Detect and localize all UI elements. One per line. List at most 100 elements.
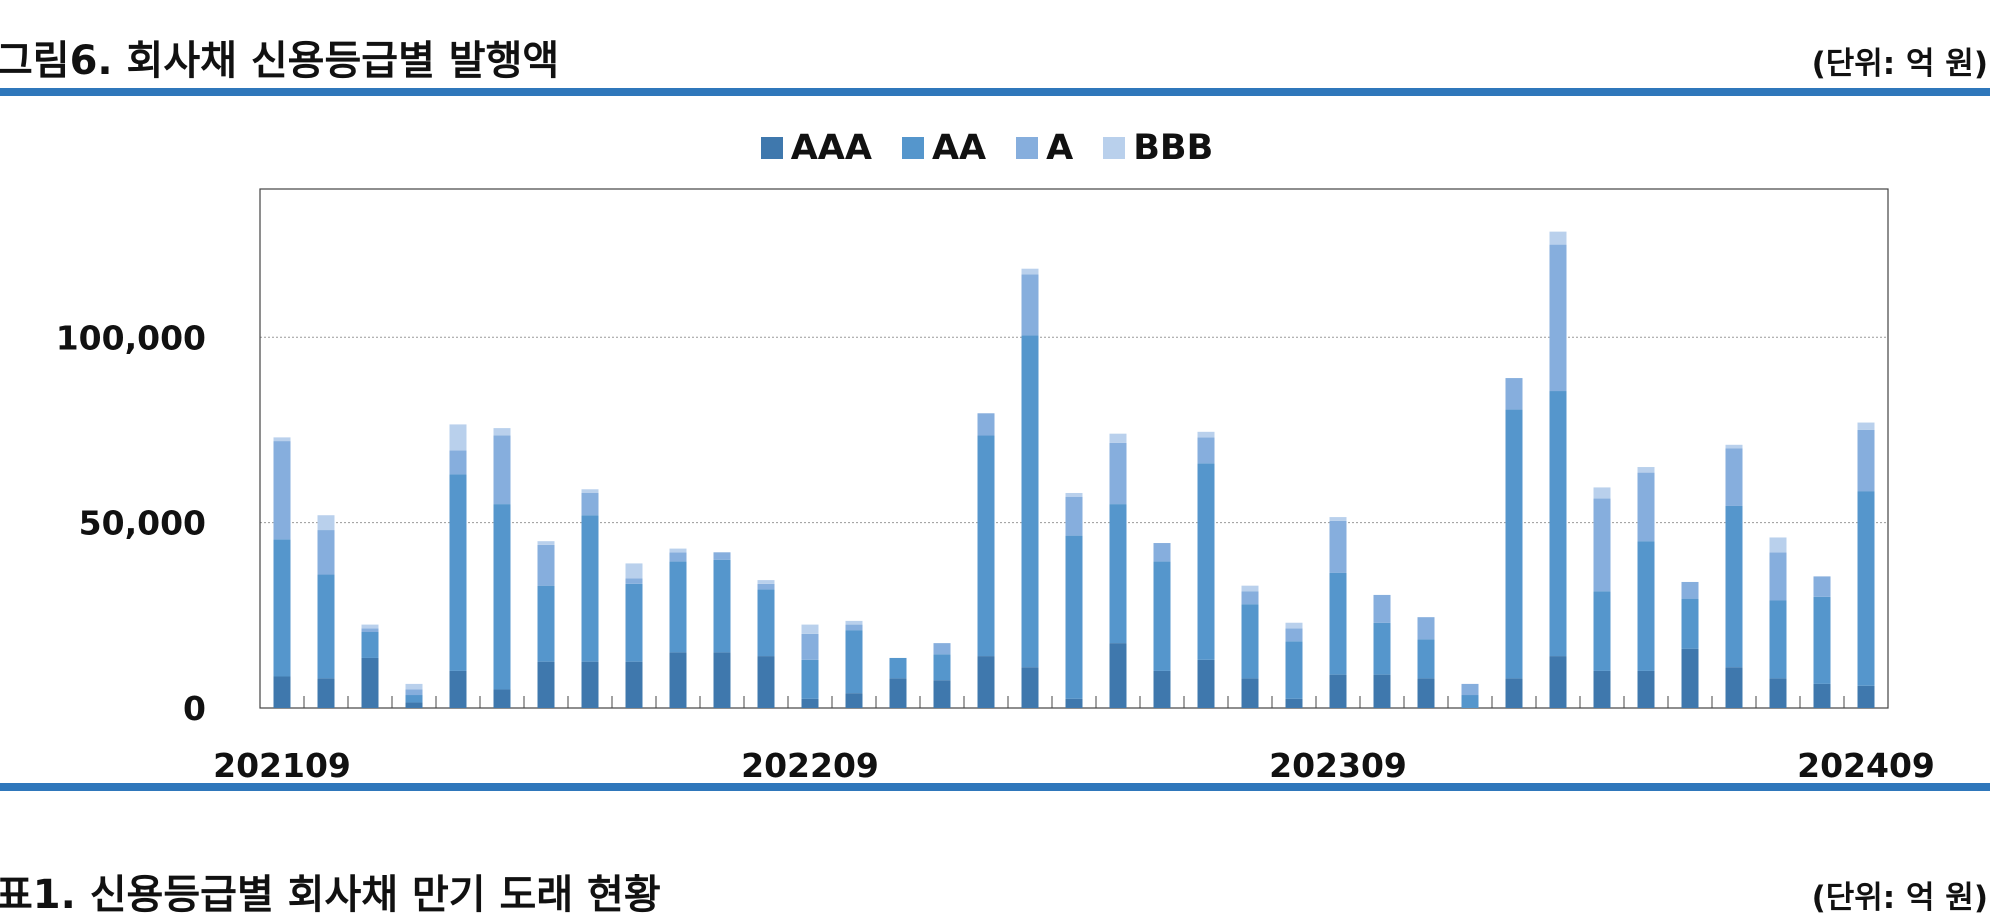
bar-bbb (1285, 622, 1303, 629)
bar-bbb (1021, 268, 1039, 275)
bar-aa (1549, 391, 1567, 657)
legend-label: AA (931, 128, 987, 168)
bar-aaa (1417, 678, 1435, 708)
bar-a (1285, 628, 1303, 642)
legend-swatch (901, 137, 924, 159)
bar-aaa (1373, 674, 1391, 708)
bar-a (1857, 429, 1875, 492)
bar-aaa (1857, 685, 1875, 708)
bar-a (669, 552, 687, 562)
legend-swatch (760, 137, 783, 159)
bar-aaa (1725, 667, 1743, 708)
bar-bbb (1241, 585, 1259, 592)
bar-aaa (1153, 670, 1171, 708)
bar-aa (1857, 491, 1875, 686)
bar-a (1725, 448, 1743, 506)
bar-a (933, 643, 951, 655)
bar-a (1505, 378, 1523, 410)
x-tick-label: 202209 (741, 746, 879, 780)
bar-aa (581, 515, 599, 662)
bar-a (1065, 496, 1083, 536)
bar-aaa (669, 652, 687, 708)
bar-bbb (1857, 422, 1875, 430)
bar-aaa (757, 656, 775, 708)
bar-a (977, 413, 995, 436)
bar-aa (1329, 572, 1347, 675)
legend-item-aa: AA (901, 128, 987, 168)
bar-aa (1593, 591, 1611, 671)
x-tick-label: 202409 (1797, 746, 1935, 780)
bar-aaa (449, 670, 467, 708)
bar-a (1329, 520, 1347, 573)
bar-bbb (1109, 433, 1127, 443)
bar-aa (933, 654, 951, 681)
bar-aaa (1505, 678, 1523, 708)
bar-aaa (1065, 698, 1083, 708)
bar-bbb (581, 489, 599, 493)
bar-aaa (361, 657, 379, 708)
bar-aaa (1637, 670, 1655, 708)
bar-aa (1197, 463, 1215, 660)
bar-aaa (1329, 674, 1347, 708)
bar-aa (1285, 641, 1303, 699)
bar-aaa (1241, 678, 1259, 708)
bar-a (1197, 437, 1215, 464)
bar-aa (1813, 596, 1831, 684)
bar-bbb (361, 624, 379, 629)
bar-aa (1637, 541, 1655, 671)
x-tick-label: 202109 (213, 746, 351, 780)
bar-bbb (757, 580, 775, 584)
bar-a (1593, 498, 1611, 592)
bar-aa (361, 632, 379, 658)
bar-aaa (1593, 670, 1611, 708)
x-tick-label: 202309 (1269, 746, 1407, 780)
bar-a (273, 441, 291, 540)
legend-item-a: A (1016, 128, 1073, 168)
bar-aa (977, 435, 995, 657)
bar-a (1461, 683, 1479, 696)
bar-aaa (889, 678, 907, 708)
bar-aaa (845, 693, 863, 708)
bar-bbb (1725, 444, 1743, 449)
bar-bbb (537, 541, 555, 545)
bar-bbb (801, 624, 819, 634)
bar-aa (1417, 639, 1435, 679)
bar-bbb (625, 563, 643, 579)
bar-a (1021, 274, 1039, 336)
bar-bbb (1769, 537, 1787, 553)
bar-a (361, 628, 379, 633)
bar-aaa (317, 678, 335, 708)
bar-aa (757, 589, 775, 657)
bar-aa (1153, 561, 1171, 671)
title-rule (0, 88, 1990, 96)
y-tick-label: 50,000 (79, 504, 206, 543)
bar-bbb (1637, 467, 1655, 473)
bar-bbb (449, 424, 467, 451)
unit-label: (단위: 억 원) (1811, 46, 1988, 82)
bar-bbb (405, 683, 423, 690)
bar-a (801, 633, 819, 660)
next-table-unit: (단위: 억 원) (1811, 880, 1988, 916)
bar-aaa (1021, 667, 1039, 708)
bar-a (581, 492, 599, 516)
bar-bbb (273, 437, 291, 442)
bar-aa (669, 561, 687, 653)
legend-swatch (1016, 137, 1039, 159)
legend-item-bbb: BBB (1103, 128, 1213, 168)
bar-a (1681, 581, 1699, 599)
bar-aaa (1681, 648, 1699, 708)
bar-aa (625, 583, 643, 662)
bar-aa (1021, 335, 1039, 668)
bar-aa (1241, 604, 1259, 679)
bar-aa (273, 539, 291, 677)
bar-aa (1373, 622, 1391, 675)
bar-aaa (1285, 698, 1303, 708)
bar-aaa (1813, 683, 1831, 708)
next-table-title: 표1. 신용등급별 회사채 만기 도래 현황 (0, 872, 661, 918)
bar-a (1241, 591, 1259, 605)
bar-bbb (1197, 431, 1215, 438)
bar-bbb (1593, 487, 1611, 499)
bar-a (537, 544, 555, 586)
bottom-rule (0, 783, 1990, 791)
bar-aaa (581, 661, 599, 708)
